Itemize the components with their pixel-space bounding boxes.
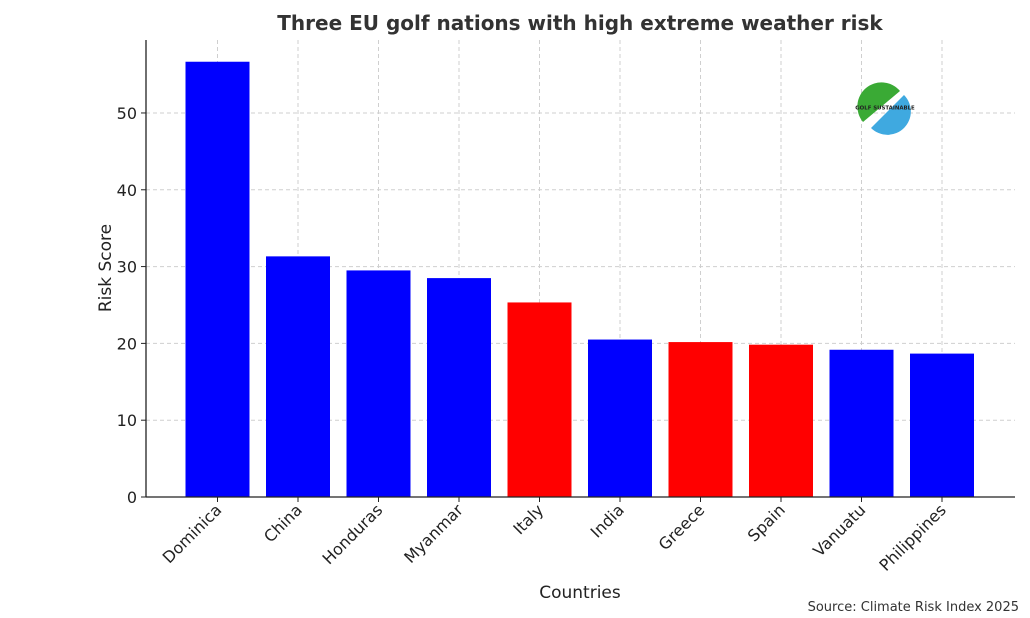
bar — [185, 61, 250, 498]
bars — [185, 61, 974, 498]
bar — [910, 353, 974, 497]
chart-title: Three EU golf nations with high extreme … — [277, 11, 883, 35]
y-tick-label: 50 — [117, 104, 137, 123]
bar — [829, 349, 894, 497]
bar — [346, 270, 411, 497]
x-tick-label: Vanuatu — [809, 500, 869, 560]
x-tick-label: Greece — [655, 500, 709, 554]
x-tick-label: India — [587, 500, 628, 541]
y-axis-title: Risk Score — [96, 224, 116, 312]
bar — [507, 302, 572, 497]
logo-green-segment — [857, 82, 900, 122]
y-tick-label: 0 — [127, 488, 137, 507]
y-tick-label: 40 — [117, 181, 137, 200]
bar — [749, 344, 813, 497]
x-tick-label: Myanmar — [400, 500, 467, 567]
y-ticks: 0 10 20 30 40 50 — [117, 104, 146, 507]
bar — [588, 339, 652, 497]
y-tick-label: 30 — [117, 258, 137, 277]
x-tick-label: Spain — [744, 500, 789, 545]
bar — [668, 342, 733, 497]
x-axis-title: Countries — [539, 583, 621, 603]
source-note: Source: Climate Risk Index 2025 — [808, 600, 1019, 615]
x-tick-label: China — [260, 500, 306, 546]
axes — [145, 40, 1015, 498]
bar — [266, 256, 330, 497]
logo-blue-segment — [871, 95, 911, 135]
y-tick-label: 10 — [117, 411, 137, 430]
bar — [427, 278, 491, 497]
x-tick-label: Honduras — [318, 500, 386, 568]
golf-sustainable-logo: GOLF SUSTAINABLE — [855, 82, 915, 135]
y-tick-label: 20 — [117, 334, 137, 353]
x-tick-label: Philippines — [875, 500, 949, 574]
x-ticks: Dominica China Honduras Myanmar Italy India Gr… — [159, 497, 950, 575]
x-tick-label: Italy — [509, 500, 547, 538]
logo-text: GOLF SUSTAINABLE — [855, 106, 915, 112]
x-tick-label: Dominica — [159, 500, 226, 567]
